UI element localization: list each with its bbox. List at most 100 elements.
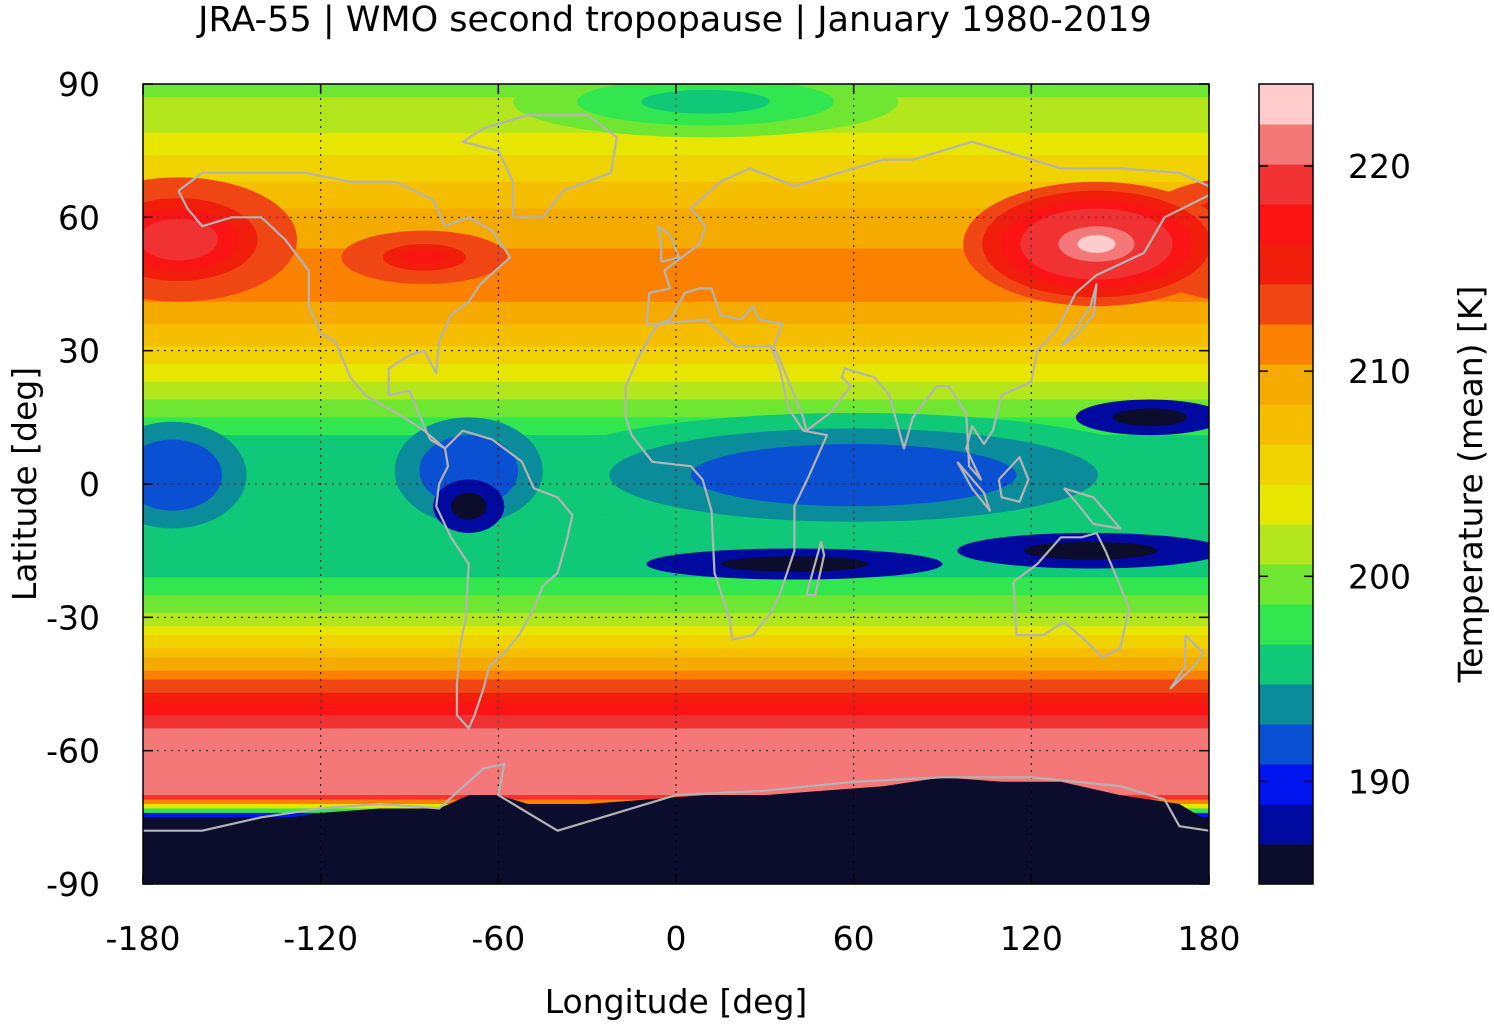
- temperature-band: [143, 177, 1209, 183]
- temperature-band: [143, 777, 1209, 783]
- temperature-band: [143, 786, 1209, 792]
- colorbar-step: [1259, 564, 1313, 605]
- colorbar-ticks: 190 200 210 220: [1259, 147, 1411, 801]
- temperature-band: [143, 652, 1209, 658]
- colorbar-step: [1259, 204, 1313, 245]
- temperature-band: [143, 728, 1209, 734]
- temperature-band: [143, 617, 1209, 623]
- temperature-band: [143, 310, 1209, 316]
- map-plot-area: [143, 84, 1209, 884]
- coastline-eurasia: [645, 140, 1209, 325]
- temperature-band: [143, 528, 1209, 534]
- y-tick-label: 30: [58, 332, 100, 371]
- temperature-band: [143, 252, 1209, 258]
- temperature-band: [143, 155, 1209, 161]
- temperature-band: [143, 701, 1209, 707]
- coastline-japan: [1060, 282, 1098, 348]
- colorbar-tick-label: 190: [1348, 762, 1411, 801]
- temperature-band: [143, 279, 1209, 285]
- temperature-band: [143, 590, 1209, 596]
- temperature-band: [143, 412, 1209, 418]
- temperature-band: [143, 337, 1209, 343]
- y-tick-label: -60: [46, 732, 100, 771]
- x-tick-label: -120: [283, 919, 358, 958]
- x-axis-label: Longitude [deg]: [545, 982, 808, 1021]
- temperature-band: [143, 746, 1209, 752]
- colorbar-step: [1259, 524, 1313, 565]
- temperature-band: [143, 204, 1209, 210]
- temperature-band: [143, 226, 1209, 232]
- temperature-band: [143, 612, 1209, 618]
- antarctica-region: [143, 777, 1209, 884]
- temperature-band: [143, 386, 1209, 392]
- temperature-band: [143, 288, 1209, 294]
- coastline-eurasia-east: [646, 194, 1209, 481]
- grid-lines: [143, 84, 1209, 884]
- y-tick-label: -30: [46, 598, 100, 637]
- temperature-band: [143, 239, 1209, 245]
- y-tick-label: -90: [46, 865, 100, 904]
- temperature-band: [143, 715, 1209, 721]
- temperature-band: [143, 359, 1209, 365]
- colorbar-step: [1259, 84, 1313, 125]
- temperature-band: [143, 790, 1209, 796]
- colorbar-tick-label: 200: [1348, 557, 1411, 596]
- x-tick-label: 0: [666, 919, 687, 958]
- temperature-band: [143, 199, 1209, 205]
- colorbar-step: [1259, 124, 1313, 165]
- x-tick-label: -60: [471, 919, 525, 958]
- temperature-band: [143, 675, 1209, 681]
- colorbar-step: [1259, 324, 1313, 365]
- temperature-band: [143, 364, 1209, 370]
- temperature-band: [143, 661, 1209, 667]
- coastline-new-zealand: [1169, 634, 1205, 690]
- x-tick-label: 60: [833, 919, 875, 958]
- y-tick-label: 0: [79, 465, 100, 504]
- temperature-band: [143, 710, 1209, 716]
- y-tick-label: 90: [58, 65, 100, 104]
- temperature-band: [143, 724, 1209, 730]
- temperature-band: [143, 764, 1209, 770]
- temperature-band: [143, 648, 1209, 654]
- coastline-uk: [657, 225, 681, 263]
- colorbar-step: [1259, 804, 1313, 845]
- coastlines: [143, 113, 1209, 832]
- temperature-band: [143, 417, 1209, 423]
- arctic-minimum: [641, 89, 770, 114]
- temperature-band: [143, 230, 1209, 236]
- temperature-band: [143, 644, 1209, 650]
- temperature-band: [143, 368, 1209, 374]
- colorbar-step: [1259, 484, 1313, 525]
- x-tick-label: -180: [106, 919, 181, 958]
- temperature-band: [143, 261, 1209, 267]
- colorbar-step: [1259, 844, 1313, 885]
- temperature-band: [143, 604, 1209, 610]
- temperature-band: [143, 324, 1209, 330]
- tropical-minimum-patch: [720, 556, 869, 572]
- coastline-borneo: [997, 456, 1030, 503]
- temperature-band: [143, 372, 1209, 378]
- colorbar-frame: [1258, 83, 1314, 885]
- temperature-band: [143, 581, 1209, 587]
- temperature-band: [143, 395, 1209, 401]
- coastline-africa: [624, 318, 829, 641]
- tropical-cold-belt: [147, 457, 198, 493]
- colorbar-tick-label: 220: [1348, 147, 1411, 186]
- temperature-band: [143, 137, 1209, 143]
- colorbar-step: [1259, 724, 1313, 765]
- temperature-band: [143, 626, 1209, 632]
- temperature-band: [143, 399, 1209, 405]
- temperature-band: [143, 235, 1209, 241]
- coastline-north-america: [177, 171, 512, 450]
- colorbar-tick-label: 210: [1348, 352, 1411, 391]
- temperature-band: [143, 266, 1209, 272]
- coastline-antarctica-coast: [143, 762, 1209, 832]
- temperature-band: [143, 630, 1209, 636]
- colorbar-step: [1259, 764, 1313, 805]
- temperature-band: [143, 350, 1209, 356]
- tropical-minimum-patch: [1112, 408, 1187, 427]
- colorbar-step: [1259, 284, 1313, 325]
- temperature-band: [143, 212, 1209, 218]
- temperature-band: [143, 541, 1209, 547]
